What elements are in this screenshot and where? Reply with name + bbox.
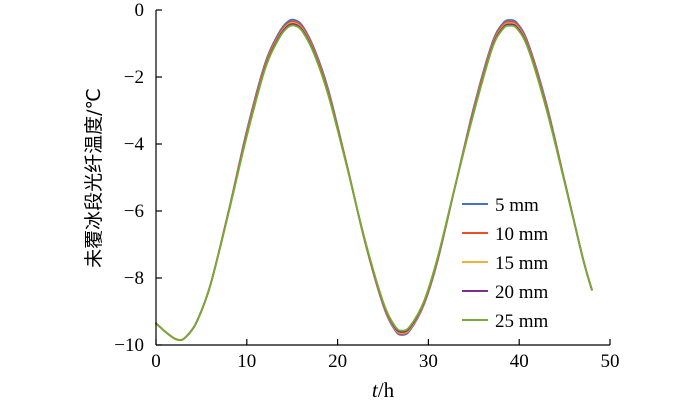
- y-tick-label: −8: [124, 268, 144, 289]
- legend: 5 mm 10 mm 15 mm 20 mm 25 mm: [462, 195, 549, 332]
- y-tick-label: −6: [124, 201, 144, 222]
- x-tick-labels: 0 10 20 30 40 50: [151, 351, 619, 372]
- x-tick-label: 30: [419, 351, 438, 372]
- legend-label: 10 mm: [495, 224, 549, 245]
- x-axis-title-variable: t: [372, 378, 379, 402]
- y-tick-label: −10: [114, 335, 144, 356]
- x-tick-label: 10: [237, 351, 256, 372]
- y-axis-title: 未覆冰段光纤温度/℃: [83, 88, 105, 268]
- x-tick-label: 20: [328, 351, 347, 372]
- x-tick-label: 50: [601, 351, 620, 372]
- y-tick-label: −4: [124, 134, 145, 155]
- y-tick-label: −2: [124, 67, 144, 88]
- x-tick-label: 0: [151, 351, 161, 372]
- legend-label: 5 mm: [495, 195, 539, 216]
- y-tick-label: 0: [135, 0, 145, 21]
- x-axis-title: t/h: [372, 378, 395, 402]
- series-line-25-mm: [155, 24, 593, 342]
- series-lines: [155, 18, 593, 342]
- legend-label: 25 mm: [495, 311, 549, 332]
- x-axis-title-unit: /h: [378, 378, 395, 402]
- legend-label: 20 mm: [495, 282, 549, 303]
- y-tick-labels: 0 −2 −4 −6 −8 −10: [114, 0, 144, 356]
- x-tick-label: 40: [510, 351, 529, 372]
- legend-label: 15 mm: [495, 253, 549, 274]
